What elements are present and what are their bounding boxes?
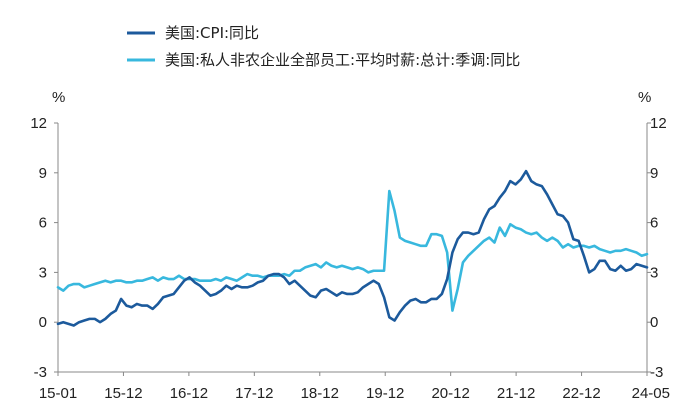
left-y-tick-label: 0 xyxy=(39,314,47,331)
x-tick-label: 16-12 xyxy=(170,385,208,402)
right-y-axis: 12 9 6 3 0 -3 xyxy=(647,115,667,381)
x-tick-label: 20-12 xyxy=(431,385,469,402)
left-y-tick-label: 6 xyxy=(39,215,47,232)
axis-lines xyxy=(57,123,648,373)
left-y-tick-label: 9 xyxy=(39,165,47,182)
left-axis-unit-label: % xyxy=(52,89,65,106)
x-tick-label: 21-12 xyxy=(497,385,535,402)
x-tick-label: 24-05 xyxy=(632,385,670,402)
right-axis-unit-label: % xyxy=(638,89,651,106)
legend-label-hourly-earnings: 美国:私人非农企业全部员工:平均时薪:总计:季调:同比 xyxy=(165,51,520,69)
series-layer xyxy=(56,169,649,327)
x-tick-label: 18-12 xyxy=(301,385,339,402)
right-y-tick-label: 3 xyxy=(650,264,658,281)
left-y-axis: 12 9 6 3 0 -3 xyxy=(30,115,58,381)
series-line-hourly-earnings xyxy=(56,189,649,312)
right-y-tick-label: -3 xyxy=(650,364,663,381)
chart-legend: 美国:CPI:同比 美国:私人非农企业全部员工:平均时薪:总计:季调:同比 xyxy=(127,24,520,69)
x-tick-label: 15-01 xyxy=(39,385,77,402)
left-y-tick-label: -3 xyxy=(34,364,47,381)
series-line-cpi xyxy=(56,169,649,327)
right-y-tick-label: 6 xyxy=(650,215,658,232)
x-tick-label: 15-12 xyxy=(104,385,142,402)
left-y-tick-label: 12 xyxy=(30,115,47,132)
right-y-tick-label: 0 xyxy=(650,314,658,331)
x-tick-label: 17-12 xyxy=(235,385,273,402)
x-tick-label: 22-12 xyxy=(562,385,600,402)
x-tick-label: 19-12 xyxy=(366,385,404,402)
right-y-tick-label: 9 xyxy=(650,165,658,182)
right-y-tick-label: 12 xyxy=(650,115,667,132)
legend-label-cpi: 美国:CPI:同比 xyxy=(165,24,259,42)
left-y-tick-label: 3 xyxy=(39,264,47,281)
x-axis: 15-01 15-12 16-12 17-12 18-12 19-12 20-12 21-12… xyxy=(39,372,670,402)
